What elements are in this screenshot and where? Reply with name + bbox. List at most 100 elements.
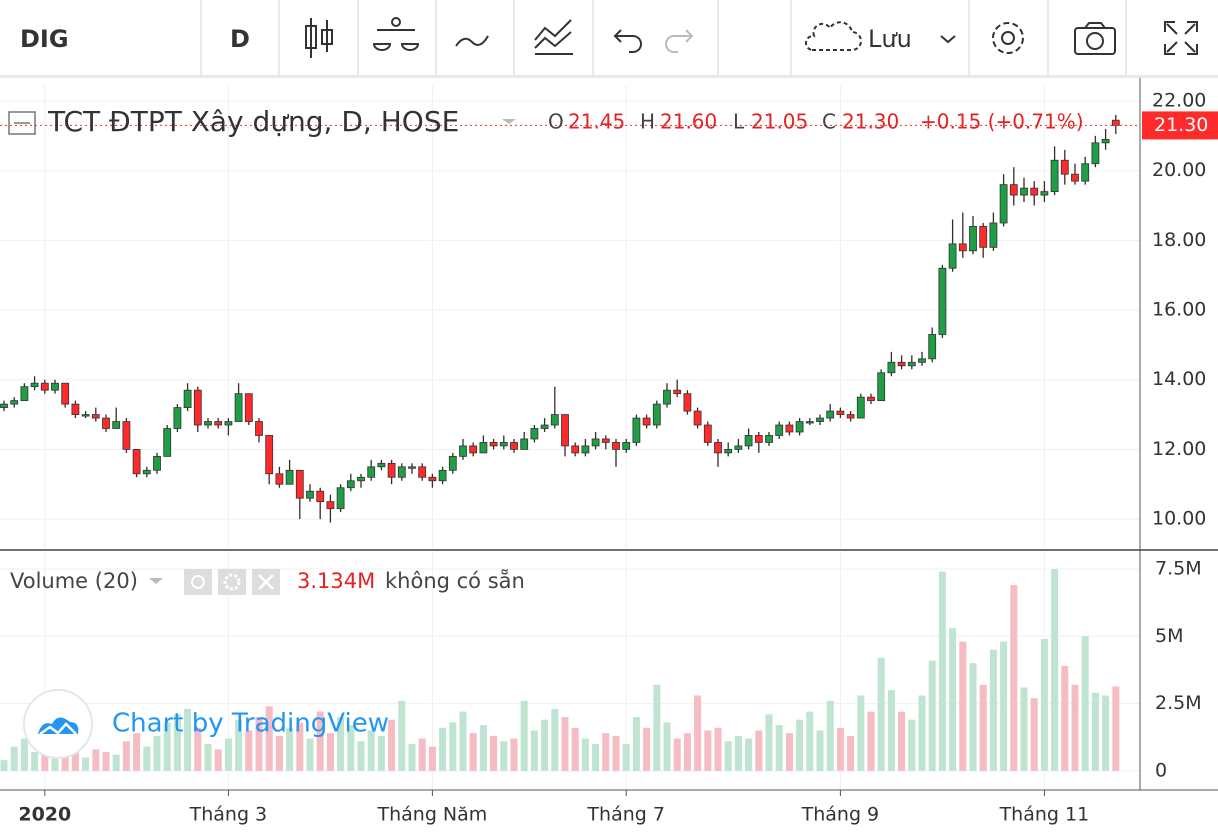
save-label[interactable]: Lưu — [868, 25, 912, 53]
symbol-button[interactable] — [0, 0, 200, 75]
candle-body — [622, 442, 631, 450]
fullscreen-button[interactable] — [1127, 0, 1218, 75]
template-button[interactable] — [515, 0, 592, 75]
candle-body — [112, 421, 121, 429]
candle-type-button[interactable] — [280, 0, 357, 75]
volume-bar — [275, 735, 283, 771]
volume-bar — [316, 711, 324, 771]
save-button[interactable] — [792, 0, 968, 75]
watermark[interactable]: Chart by TradingView — [112, 709, 389, 739]
volume-bar — [51, 754, 59, 771]
volume-bar — [643, 727, 651, 771]
candle-body — [499, 442, 508, 447]
volume-bar — [816, 730, 824, 771]
candle-body — [642, 417, 651, 426]
volume-bar — [520, 700, 528, 771]
candle-body — [1060, 159, 1069, 175]
volume-bar — [41, 749, 49, 771]
volume-bar — [592, 743, 600, 771]
volume-bar — [153, 735, 161, 771]
gear-icon — [223, 573, 241, 591]
template-icon — [534, 19, 573, 55]
candle-body — [683, 393, 692, 412]
volume-bar — [428, 746, 436, 771]
candle-body — [856, 396, 865, 419]
x-tick-label: 2020 — [18, 804, 71, 826]
compare-button[interactable] — [359, 0, 435, 75]
candle-body — [204, 421, 212, 426]
candle-body — [224, 421, 233, 426]
volume-bar — [673, 738, 681, 771]
y2-tick-label: 2.5M — [1155, 692, 1202, 714]
volume-bar — [877, 657, 885, 771]
volume-bar — [1030, 698, 1038, 771]
x-tick-label: Tháng Năm — [376, 804, 487, 826]
volume-last: 3.134M — [297, 569, 375, 593]
candle-body — [489, 442, 498, 447]
volume-bar — [143, 746, 151, 771]
volume-bar — [1091, 692, 1099, 771]
save-menu-caret[interactable] — [940, 35, 956, 44]
ohlc-label: C — [822, 110, 836, 134]
last-price-label: 21.30 — [1154, 114, 1208, 136]
y-tick-label: 16.00 — [1152, 299, 1206, 321]
cloud-icon — [804, 21, 862, 51]
volume-bar — [561, 717, 569, 771]
symbol[interactable]: DIG — [20, 25, 69, 53]
candle-body — [540, 424, 549, 429]
gear-button[interactable] — [218, 569, 246, 595]
ohlc-label: L — [733, 110, 745, 134]
candle-body — [601, 438, 610, 443]
volume-bar — [20, 738, 28, 771]
candle-body — [744, 435, 753, 447]
candle-body — [1020, 187, 1028, 196]
candle-body — [173, 407, 182, 429]
volume-bar — [867, 711, 875, 771]
candle-body — [826, 410, 835, 419]
volume-bar — [541, 719, 549, 771]
interval-button[interactable] — [202, 0, 278, 75]
candle-body — [846, 414, 855, 419]
volume-bar — [612, 735, 620, 771]
candle-body — [530, 428, 539, 440]
volume-bar — [571, 727, 579, 771]
overlay: TCT ĐTPT Xây dựng, D, HOSE O 21.45 H 21.… — [10, 105, 1084, 759]
ohlc-value: 21.45 — [568, 110, 625, 134]
volume-bar — [10, 746, 18, 771]
volume-bar — [112, 754, 120, 771]
candle-body — [71, 403, 80, 415]
volume-bar — [418, 738, 426, 771]
volume-bar — [122, 741, 130, 771]
volume-bar — [449, 722, 457, 771]
volume-caret[interactable] — [149, 578, 163, 584]
candle-body — [0, 403, 8, 409]
settings-button[interactable] — [970, 0, 1047, 75]
volume-bar — [1051, 568, 1059, 771]
candle-body — [244, 393, 253, 422]
candle-body — [30, 382, 39, 388]
camera-icon — [1074, 22, 1116, 55]
y-tick-label: 12.00 — [1152, 438, 1206, 460]
volume-bar — [755, 730, 763, 771]
volume-bar — [857, 695, 865, 771]
volume-bar — [245, 730, 253, 771]
volume-bar — [938, 571, 946, 771]
volume-bar — [683, 733, 691, 771]
last-price-box — [1142, 111, 1218, 140]
undo-redo[interactable] — [594, 0, 717, 75]
interval[interactable]: D — [230, 25, 250, 53]
candle-body — [948, 243, 957, 269]
volume-bar — [367, 730, 375, 771]
title-caret[interactable] — [502, 119, 516, 124]
volume-bar — [765, 714, 773, 771]
eye-button[interactable] — [184, 569, 212, 595]
candle-body — [1040, 191, 1049, 196]
candle-body — [193, 389, 202, 426]
y-tick-label: 18.00 — [1152, 229, 1206, 251]
volume-bar — [500, 741, 508, 771]
collapse-icon[interactable] — [8, 111, 36, 135]
candle-body — [632, 417, 641, 443]
indicator-button[interactable] — [437, 0, 513, 75]
ohlc-value: 21.05 — [751, 110, 808, 134]
volume-bar — [194, 727, 202, 771]
